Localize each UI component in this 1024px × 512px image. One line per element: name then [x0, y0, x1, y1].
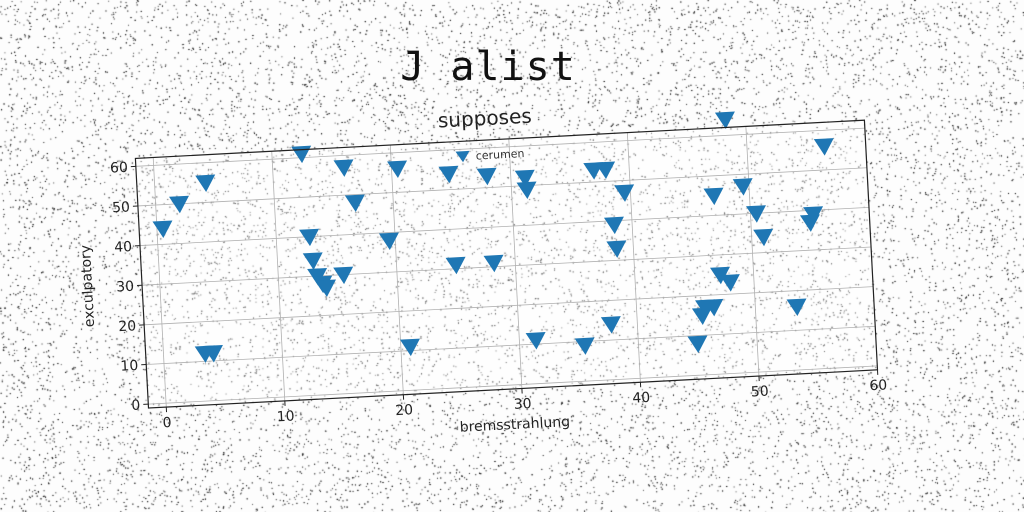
y-tick-label: 60 — [110, 160, 129, 177]
scatter-point — [574, 337, 595, 355]
scatter-point — [399, 338, 420, 357]
x-axis-label: bremsstrahlung — [459, 414, 570, 436]
scatter-point — [600, 316, 621, 334]
x-axis-ticks: 0 10 20 30 40 50 60 — [162, 369, 888, 431]
y-tick-label: 30 — [116, 279, 135, 296]
y-tick-label: 40 — [114, 239, 133, 256]
x-grid-line — [389, 145, 404, 395]
scatter-point — [438, 165, 459, 184]
scatter-chart-figure: supposes 0 10 20 30 40 50 60 0 10 20 30 40 50 60 bre… — [61, 73, 919, 476]
y-tick-label: 10 — [120, 358, 139, 375]
x-tick-label: 20 — [395, 402, 414, 419]
scatter-point — [786, 298, 807, 317]
scatter-point — [595, 161, 616, 180]
scatter-point — [753, 228, 774, 247]
y-grid-line — [135, 127, 865, 167]
legend-marker-icon — [455, 150, 470, 163]
scatter-point — [525, 332, 546, 350]
x-tick-label: 60 — [869, 377, 888, 394]
y-grid-line — [148, 365, 878, 405]
scatter-point — [714, 111, 735, 130]
figure-suptitle: J alist — [400, 44, 576, 90]
scatter-point — [603, 216, 624, 235]
chart-title: supposes — [437, 104, 532, 133]
x-grid-line — [745, 126, 760, 377]
scatter-point — [606, 240, 627, 258]
scatter-point — [169, 195, 189, 214]
scatter-point — [614, 184, 635, 202]
data-points — [152, 111, 834, 363]
scatter-point — [719, 274, 740, 292]
scatter-point — [316, 279, 337, 297]
scatter-point — [195, 174, 216, 193]
scatter-point — [483, 254, 504, 273]
x-grid-line — [152, 157, 167, 408]
scatter-point — [703, 298, 724, 317]
scatter-point — [732, 178, 753, 196]
y-tick-label: 0 — [131, 398, 141, 414]
scatter-point — [333, 266, 354, 285]
scatter-point — [378, 232, 399, 250]
scatter-point — [745, 205, 766, 223]
x-tick-label: 0 — [162, 415, 172, 431]
legend: cerumen — [455, 147, 525, 163]
scatter-point — [803, 206, 824, 224]
scatter-point — [687, 335, 708, 353]
x-grid-line — [626, 132, 641, 383]
scatter-point — [516, 181, 537, 200]
scatter-point — [202, 344, 223, 363]
scatter-point — [445, 256, 466, 275]
scatter-point — [387, 160, 408, 178]
y-axis-label: exculpatory — [78, 244, 98, 327]
x-tick-label: 50 — [750, 384, 769, 401]
y-grid-line — [146, 325, 876, 365]
y-tick-label: 50 — [112, 199, 131, 216]
scatter-point — [152, 220, 173, 238]
x-grid-line — [271, 151, 286, 401]
scatter-point — [299, 228, 320, 247]
y-grid-line — [137, 167, 867, 207]
scatter-point — [813, 138, 834, 156]
x-tick-label: 30 — [513, 396, 532, 413]
x-grid-line — [508, 138, 523, 389]
scatter-plot-svg: supposes 0 10 20 30 40 50 60 0 10 20 30 40 50 60 bre… — [78, 104, 888, 436]
scatter-point — [514, 169, 535, 188]
legend-label: cerumen — [475, 147, 524, 163]
scatter-point — [333, 159, 354, 177]
scatter-point — [703, 187, 724, 206]
y-axis-ticks: 0 10 20 30 40 50 60 — [110, 160, 149, 414]
y-tick-label: 20 — [118, 318, 137, 335]
plot-frame — [134, 119, 879, 409]
y-grid-line — [144, 286, 874, 326]
scatter-point — [302, 252, 323, 270]
x-tick-label: 10 — [276, 408, 295, 425]
plot-area — [135, 120, 878, 409]
scatter-point — [476, 167, 497, 186]
scatter-point — [344, 194, 365, 212]
x-tick-label: 40 — [632, 390, 651, 407]
y-grid-line — [142, 246, 872, 286]
y-grid-line — [139, 206, 870, 246]
scatter-point — [709, 266, 730, 285]
